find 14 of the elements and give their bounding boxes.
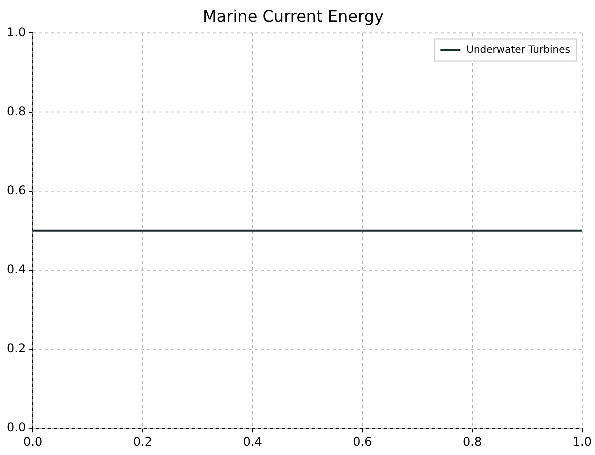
legend-label: Underwater Turbines: [466, 44, 570, 56]
chart-title: Marine Current Energy: [203, 6, 384, 26]
y-tick-label: 0.6: [6, 183, 26, 198]
x-tick-label: 0.2: [133, 434, 153, 449]
y-tick-label: 0.4: [6, 262, 26, 277]
x-tick-label: 0.4: [243, 434, 262, 449]
x-tick-label: 0.6: [353, 434, 372, 449]
y-tick-label: 0.0: [6, 420, 26, 435]
y-tick-label: 0.2: [6, 342, 26, 356]
y-tick-label: 0.8: [6, 104, 26, 118]
y-tick-label: 1.0: [6, 25, 26, 40]
x-tick-label: 0.8: [463, 434, 482, 449]
x-tick-label: 1.0: [572, 434, 592, 449]
x-tick-label: 0.0: [24, 434, 43, 449]
